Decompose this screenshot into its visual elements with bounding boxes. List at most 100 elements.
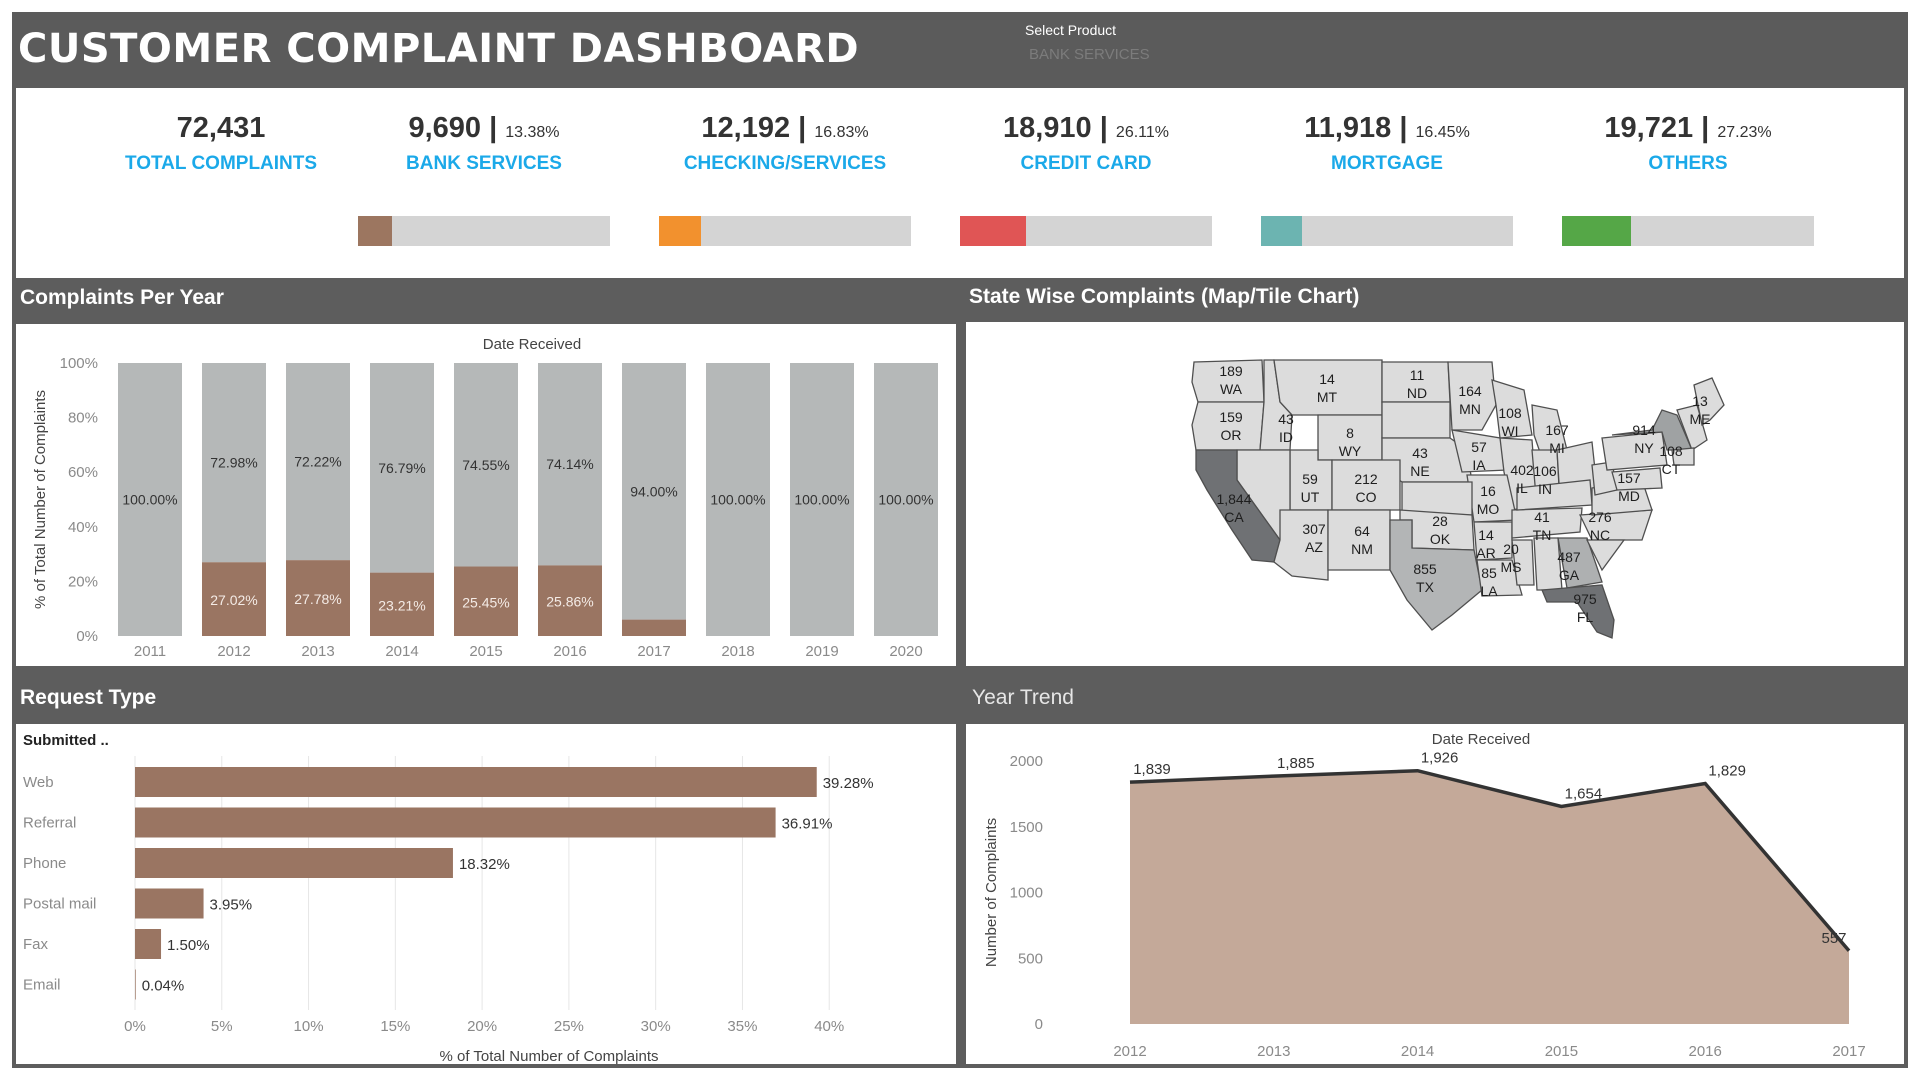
map-state-value: 487 xyxy=(1557,549,1581,565)
kpi-progress-fill xyxy=(960,216,1026,246)
map-state-value: 28 xyxy=(1432,513,1448,529)
x-tick-label: 25% xyxy=(554,1018,584,1035)
kpi-card: 12,192 | 16.83% CHECKING/SERVICES xyxy=(635,88,935,278)
kpi-value: 11,918 | xyxy=(1304,112,1416,144)
map-state-code: WA xyxy=(1220,381,1243,397)
map-state-value: 59 xyxy=(1302,471,1318,487)
bar-upper-segment xyxy=(622,363,686,620)
map-state-wi xyxy=(1491,379,1533,439)
bar-lower-label: 23.21% xyxy=(378,597,425,613)
y-tick-label: 60% xyxy=(68,464,98,481)
y-tick-label: 0 xyxy=(1035,1016,1043,1033)
x-tick-label: 2018 xyxy=(721,643,754,660)
bar-upper-label: 100.00% xyxy=(878,492,933,508)
map-state-value: 276 xyxy=(1588,509,1612,525)
kpi-percent: 27.23% xyxy=(1717,124,1772,141)
x-tick-label: 2012 xyxy=(217,643,250,660)
map-state-code: IA xyxy=(1472,457,1486,473)
map-state-code: LA xyxy=(1480,583,1498,599)
x-tick-label: 2014 xyxy=(385,643,418,660)
x-tick-label: 10% xyxy=(294,1018,324,1035)
kpi-progress-fill xyxy=(1562,216,1631,246)
map-state-value: 14 xyxy=(1319,371,1335,387)
bar-lower-label: 25.86% xyxy=(546,594,593,610)
kpi-progress-fill xyxy=(358,216,392,246)
map-state-value: 106 xyxy=(1533,463,1557,479)
trend-value-label: 1,926 xyxy=(1421,750,1459,767)
map-state-code: MN xyxy=(1459,401,1481,417)
trend-value-label: 1,829 xyxy=(1708,762,1746,779)
map-state-value: 157 xyxy=(1617,470,1641,486)
map-state-code: UT xyxy=(1301,489,1320,505)
map-state-code: ND xyxy=(1407,385,1427,401)
map-state-value: 855 xyxy=(1413,561,1437,577)
bar-upper-label: 72.22% xyxy=(294,454,341,470)
map-state-mn xyxy=(1447,361,1497,431)
x-tick-label: 2012 xyxy=(1113,1043,1146,1060)
map-group: 189 WA 159 OR 43 ID 14 MT 8 WY 11 ND 164 MN 108 WI 167 MI… xyxy=(1191,359,1725,639)
map-state-code: WI xyxy=(1501,423,1518,439)
x-tick-label: 2016 xyxy=(553,643,586,660)
map-state-code: AR xyxy=(1476,545,1495,561)
x-tick-label: 2013 xyxy=(301,643,334,660)
bar-upper-label: 74.55% xyxy=(462,457,509,473)
map-state-ms xyxy=(1511,539,1535,586)
map-state-value: 159 xyxy=(1219,409,1243,425)
map-state-value: 41 xyxy=(1534,509,1550,525)
year-trend-chart: Date Received 0 500 1000 1500 2000 Number of C… xyxy=(983,731,1866,1060)
x-tick-label: 0% xyxy=(124,1018,146,1035)
per-year-panel: Date Received 0% 20% 40% 60% 80% 100% % of Tota… xyxy=(16,324,956,666)
map-state-la xyxy=(1476,559,1523,597)
bar-upper-segment xyxy=(874,363,938,636)
bar-upper-label: 72.98% xyxy=(210,455,257,471)
kpi-value: 19,721 | xyxy=(1604,112,1718,144)
map-state-code: MS xyxy=(1501,559,1522,575)
x-tick-label: 2019 xyxy=(805,643,838,660)
year-trend-chart-title: Date Received xyxy=(1432,731,1530,748)
category-label: Web xyxy=(23,774,54,791)
request-bar xyxy=(135,888,204,919)
kpi-progress-bar xyxy=(358,216,610,246)
map-state-value: 975 xyxy=(1573,591,1597,607)
bar-lower-segment xyxy=(370,572,434,636)
x-tick-label: 2015 xyxy=(469,643,502,660)
map-state-ca xyxy=(1195,449,1281,563)
dashboard-frame: CUSTOMER COMPLAINT DASHBOARD Select Prod… xyxy=(12,12,1908,1068)
bar-value-label: 3.95% xyxy=(210,897,253,914)
y-tick-label: 20% xyxy=(68,573,98,590)
kpi-total-label: TOTAL COMPLAINTS xyxy=(124,153,318,174)
select-product-dropdown[interactable]: BANK SERVICES xyxy=(1029,46,1150,63)
bar-lower-label: 25.45% xyxy=(462,594,509,610)
map-state-value: 108 xyxy=(1659,443,1683,459)
map-state-value: 57 xyxy=(1471,439,1487,455)
request-bar xyxy=(135,929,162,959)
map-state-ne2 xyxy=(1676,404,1708,451)
map-state-nm xyxy=(1327,509,1391,571)
bar-value-label: 39.28% xyxy=(823,775,874,792)
bar-lower-label: 27.02% xyxy=(210,592,257,608)
map-state-value: 307 xyxy=(1302,521,1326,537)
map-state-code: MT xyxy=(1317,389,1338,405)
map-state-code: OK xyxy=(1430,531,1451,547)
bar-value-label: 0.04% xyxy=(142,978,185,995)
x-tick-label: 40% xyxy=(814,1018,844,1035)
trend-value-label: 1,839 xyxy=(1133,761,1171,778)
kpi-value: 9,690 | xyxy=(408,112,506,144)
kpi-value: 12,192 | xyxy=(701,112,815,144)
x-tick-label: 15% xyxy=(380,1018,410,1035)
x-tick-label: 30% xyxy=(641,1018,671,1035)
bar-upper-label: 76.79% xyxy=(378,460,425,476)
map-state-code: IN xyxy=(1538,481,1552,497)
category-label: Fax xyxy=(23,936,49,953)
trend-line xyxy=(1129,768,1851,952)
map-state-value: 43 xyxy=(1278,411,1294,427)
kpi-label: CHECKING/SERVICES xyxy=(683,153,887,174)
map-state-md xyxy=(1611,467,1663,491)
x-tick-label: 2016 xyxy=(1689,1043,1722,1060)
map-state-code: TX xyxy=(1416,579,1435,595)
kpi-card: 9,690 | 13.38% BANK SERVICES xyxy=(334,88,634,278)
year-trend-panel: Date Received 0 500 1000 1500 2000 Number of C… xyxy=(966,724,1904,1064)
bar-lower-segment xyxy=(454,566,518,636)
y-tick-label: 500 xyxy=(1018,950,1043,967)
per-year-title: Complaints Per Year xyxy=(20,286,224,309)
